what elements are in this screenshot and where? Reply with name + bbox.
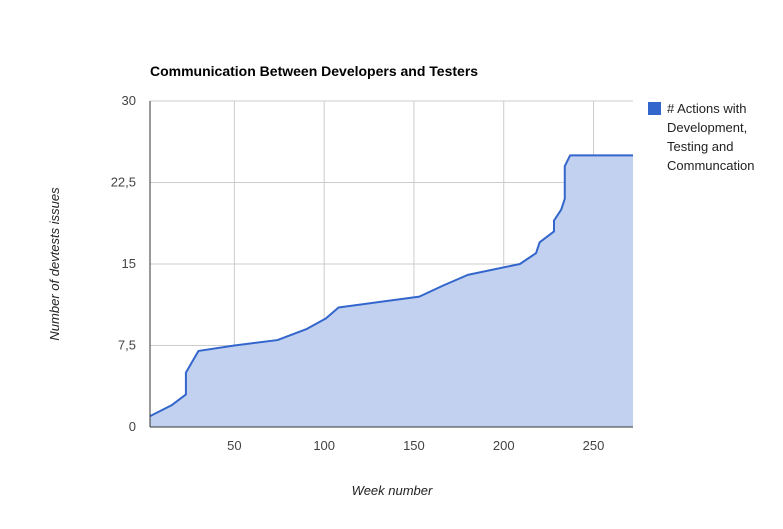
legend-label: Development, xyxy=(667,120,747,135)
legend-swatch xyxy=(648,102,661,115)
plot-area xyxy=(149,154,633,428)
y-tick-label: 22,5 xyxy=(111,175,136,190)
legend-label: # Actions with xyxy=(667,101,747,116)
legend-label: Testing and xyxy=(667,139,734,154)
y-tick-label: 0 xyxy=(129,419,136,434)
x-tick-label: 250 xyxy=(583,438,605,453)
y-axis-label: Number of devtests issues xyxy=(47,187,62,341)
x-tick-label: 150 xyxy=(403,438,425,453)
y-tick-label: 7,5 xyxy=(118,338,136,353)
chart-title: Communication Between Developers and Tes… xyxy=(150,63,478,79)
x-tick-label: 100 xyxy=(313,438,335,453)
series-area xyxy=(150,155,633,428)
tick-labels: 0 7,5 15 22,5 30 50 100 150 200 250 xyxy=(111,93,605,453)
axes xyxy=(149,101,633,428)
x-axis-label: Week number xyxy=(352,483,433,498)
x-tick-label: 50 xyxy=(227,438,241,453)
x-tick-label: 200 xyxy=(493,438,515,453)
legend: # Actions with Development, Testing and Com… xyxy=(648,101,754,173)
y-tick-label: 15 xyxy=(122,256,136,271)
legend-label: Communcation xyxy=(667,158,754,173)
y-tick-label: 30 xyxy=(122,93,136,108)
series-line xyxy=(149,154,633,418)
